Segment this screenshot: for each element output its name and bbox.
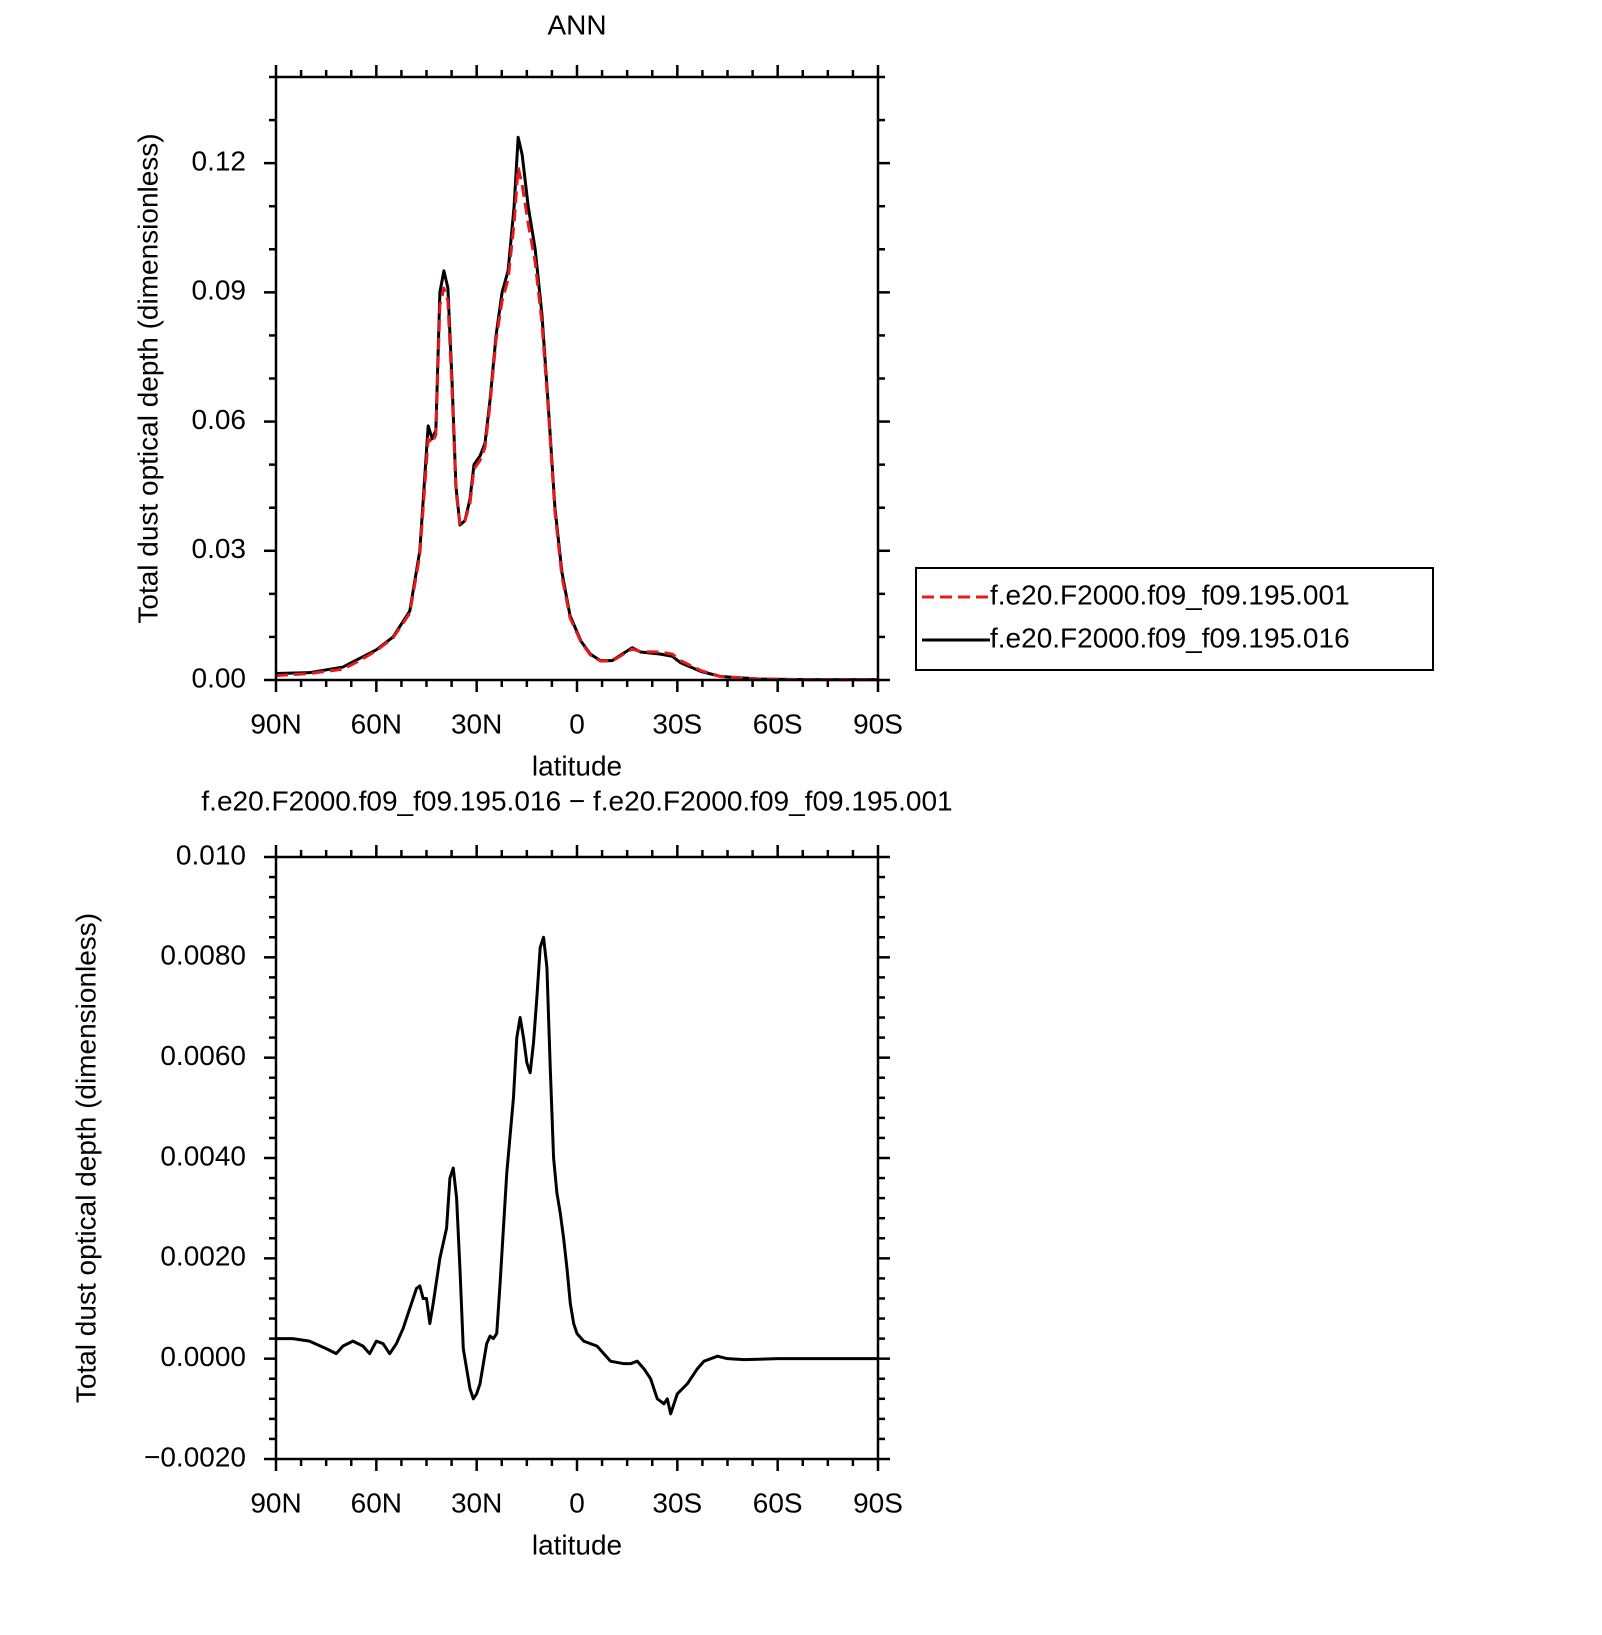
x-tick-label: 90S — [853, 708, 903, 739]
plot-frame — [274, 855, 880, 1461]
y-tick-label: −0.0020 — [144, 1441, 246, 1472]
y-tick-label: 0.0040 — [160, 1140, 246, 1171]
x-tick-label: 60N — [351, 1487, 402, 1518]
series-line — [275, 165, 878, 682]
x-tick-label: 30N — [451, 1487, 502, 1518]
y-tick-label: 0.12 — [192, 146, 247, 177]
chart-title: f.e20.F2000.f09_f09.195.016 − f.e20.F200… — [201, 785, 952, 816]
x-tick-label: 30S — [652, 1487, 702, 1518]
y-tick-label: 0.010 — [176, 839, 246, 870]
y-axis-label: Total dust optical depth (dimensionless) — [70, 913, 101, 1403]
chart-title: ANN — [547, 9, 606, 40]
x-tick-label: 90S — [853, 1487, 903, 1518]
x-axis-label: latitude — [532, 750, 622, 781]
y-tick-label: 0.09 — [192, 275, 247, 306]
y-tick-label: 0.0020 — [160, 1241, 246, 1272]
x-tick-label: 60N — [351, 708, 402, 739]
y-tick-label: 0.0000 — [160, 1341, 246, 1372]
plot-frame — [274, 75, 880, 682]
x-axis-label: latitude — [532, 1529, 622, 1560]
legend-box — [915, 567, 1434, 671]
y-axis-label: Total dust optical depth (dimensionless) — [132, 133, 163, 623]
x-tick-label: 60S — [753, 708, 803, 739]
x-tick-label: 30N — [451, 708, 502, 739]
y-tick-label: 0.0080 — [160, 940, 246, 971]
legend-label: f.e20.F2000.f09_f09.195.001 — [990, 579, 1350, 610]
series-line — [275, 135, 878, 682]
legend-label: f.e20.F2000.f09_f09.195.016 — [990, 622, 1350, 653]
y-tick-label: 0.0060 — [160, 1040, 246, 1071]
y-tick-label: 0.06 — [192, 404, 247, 435]
x-tick-label: 0 — [569, 1487, 585, 1518]
x-tick-label: 30S — [652, 708, 702, 739]
y-tick-label: 0.00 — [192, 662, 247, 693]
series-line — [276, 935, 878, 1416]
x-tick-label: 90N — [250, 1487, 301, 1518]
x-tick-label: 60S — [753, 1487, 803, 1518]
x-tick-label: 90N — [250, 708, 301, 739]
y-tick-label: 0.03 — [192, 533, 247, 564]
x-tick-label: 0 — [569, 708, 585, 739]
